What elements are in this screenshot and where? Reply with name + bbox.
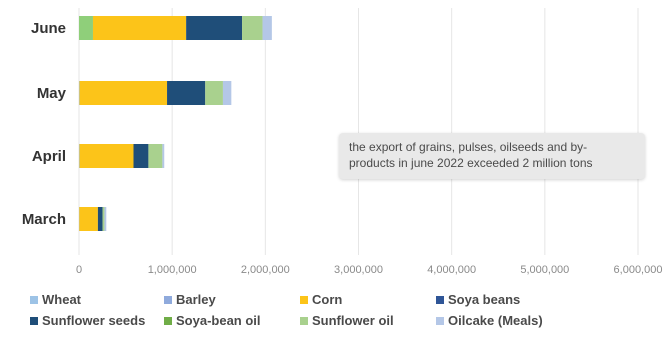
legend-item-soya-bean-oil: Soya-bean oil	[164, 313, 300, 328]
legend-label-corn: Corn	[312, 292, 343, 307]
legend-label-sunflower-oil: Sunflower oil	[312, 313, 394, 328]
chart-legend: Wheat Barley Corn Soya beans Sunflower s…	[30, 292, 660, 328]
y-category-label: June	[31, 20, 66, 37]
legend-swatch-sunflower-seeds	[30, 316, 38, 325]
x-tick-label: 3,000,000	[334, 264, 383, 276]
legend-label-wheat: Wheat	[42, 292, 81, 307]
bar-segment-june-sunflower-seeds	[186, 16, 243, 40]
legend-item-wheat: Wheat	[30, 292, 164, 307]
legend-item-soya-beans: Soya beans	[436, 292, 616, 307]
bar-segment-april-oilcake-meals	[162, 144, 165, 168]
annotation-line-2: products in june 2022 exceeded 2 million…	[349, 156, 593, 170]
y-category-label: May	[37, 85, 67, 102]
x-tick-label: 4,000,000	[427, 264, 476, 276]
legend-label-sunflower-seeds: Sunflower seeds	[42, 313, 146, 328]
bar-segment-march-sunflower-seeds	[97, 207, 103, 231]
legend-item-corn: Corn	[300, 292, 436, 307]
x-tick-label: 6,000,000	[614, 264, 663, 276]
legend-swatch-barley	[164, 295, 172, 304]
legend-label-soya-bean-oil: Soya-bean oil	[176, 313, 261, 328]
bar-segment-march-corn	[79, 207, 98, 231]
bar-segment-june-corn	[92, 16, 187, 40]
bar-segment-june-oilcake-meals	[262, 16, 272, 40]
x-tick-label: 1,000,000	[148, 264, 197, 276]
bar-segment-march-oilcake-meals	[104, 207, 107, 231]
legend-swatch-corn	[300, 295, 308, 304]
bar-segment-may-sunflower-seeds	[167, 81, 206, 105]
bar-segment-may-oilcake-meals	[222, 81, 232, 105]
legend-swatch-soya-bean-oil	[164, 316, 172, 325]
bar-segment-may-wheat	[79, 81, 80, 105]
legend-swatch-sunflower-oil	[300, 316, 308, 325]
legend-item-barley: Barley	[164, 292, 300, 307]
bar-segment-april-wheat	[79, 144, 80, 168]
bar-segment-april-sunflower-oil	[148, 144, 163, 168]
bar-segment-march-wheat	[79, 207, 80, 231]
bar-segment-april-corn	[79, 144, 134, 168]
legend-label-soya-beans: Soya beans	[448, 292, 521, 307]
chart-annotation: the export of grains, pulses, oilseeds a…	[339, 133, 645, 179]
bar-segment-march-sunflower-oil	[102, 207, 105, 231]
bar-segment-may-corn	[79, 81, 168, 105]
y-category-label: March	[22, 211, 66, 228]
x-tick-label: 0	[76, 264, 82, 276]
legend-swatch-soya-beans	[436, 295, 444, 304]
y-category-label: April	[32, 148, 66, 165]
bar-segment-may-sunflower-oil	[205, 81, 223, 105]
bar-segment-june-base	[79, 16, 93, 40]
bar-segment-june-sunflower-oil	[242, 16, 263, 40]
legend-item-oilcake-meals: Oilcake (Meals)	[436, 313, 616, 328]
x-tick-label: 2,000,000	[241, 264, 290, 276]
legend-item-sunflower-oil: Sunflower oil	[300, 313, 436, 328]
legend-item-sunflower-seeds: Sunflower seeds	[30, 313, 164, 328]
bar-segment-april-sunflower-seeds	[133, 144, 149, 168]
stacked-bar-chart: 0 1,000,000 2,000,000 3,000,000 4,000,000 5,0…	[22, 8, 663, 276]
legend-label-barley: Barley	[176, 292, 216, 307]
legend-swatch-wheat	[30, 295, 38, 304]
x-tick-label: 5,000,000	[520, 264, 569, 276]
annotation-line-1: the export of grains, pulses, oilseeds a…	[349, 140, 588, 154]
legend-label-oilcake-meals: Oilcake (Meals)	[448, 313, 543, 328]
legend-swatch-oilcake-meals	[436, 316, 444, 325]
